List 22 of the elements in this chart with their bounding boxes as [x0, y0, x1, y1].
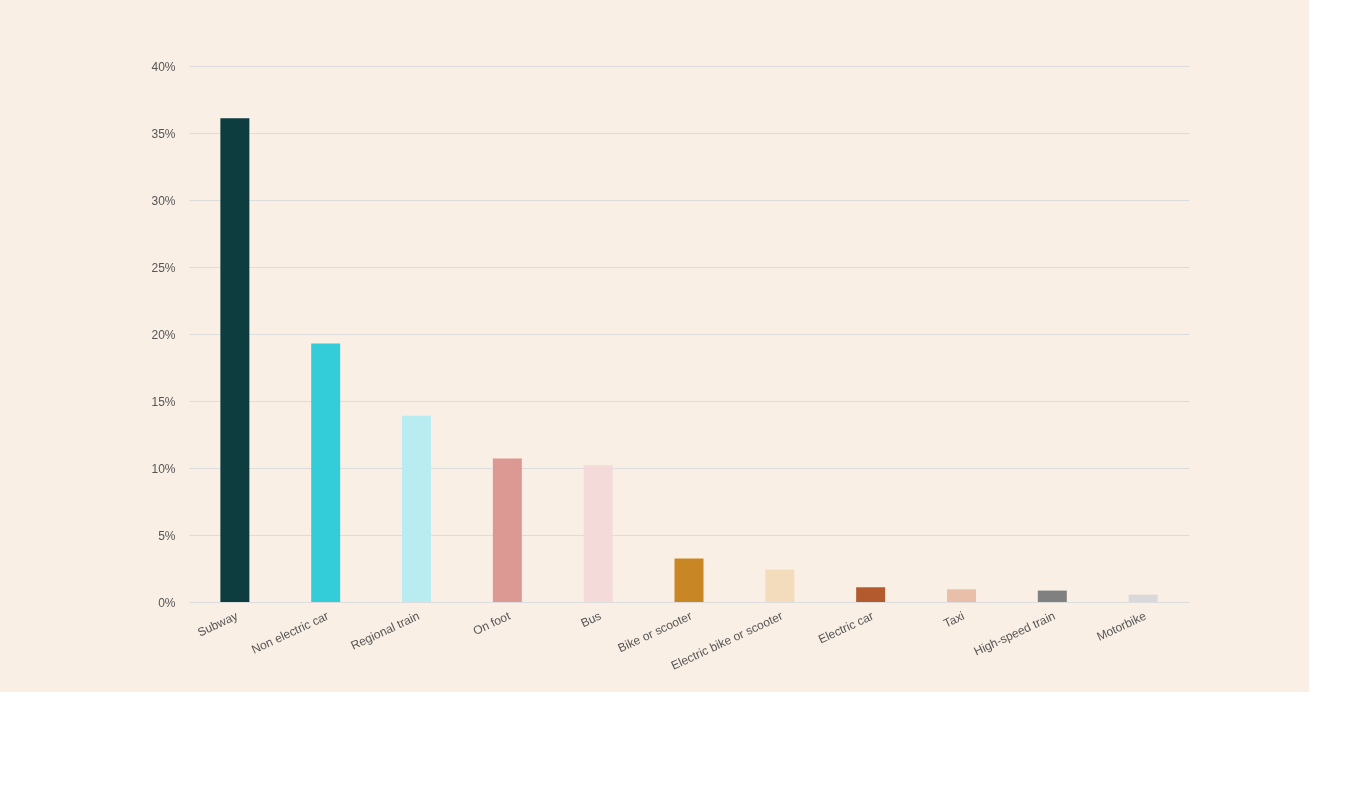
bar: [674, 558, 704, 602]
y-tick-label: 25%: [151, 260, 176, 275]
y-tick-label: 40%: [151, 59, 176, 74]
bar: [220, 118, 250, 602]
bar: [311, 343, 341, 602]
bar: [946, 589, 976, 602]
y-tick-label: 10%: [151, 461, 176, 476]
bar: [492, 458, 522, 602]
bar: [1037, 590, 1067, 602]
y-tick-label: 5%: [158, 528, 176, 543]
bar: [765, 569, 795, 602]
x-tick-label: Bus: [578, 608, 604, 631]
y-tick-label: 0%: [158, 595, 176, 610]
bar: [402, 415, 432, 602]
y-tick-label: 15%: [151, 394, 176, 409]
y-tick-label: 20%: [151, 327, 176, 342]
bar: [583, 465, 613, 602]
x-tick-label: On foot: [470, 608, 514, 639]
y-tick-label: 35%: [151, 126, 176, 141]
y-tick-label: 30%: [151, 193, 176, 208]
bar: [856, 587, 886, 602]
x-tick-label: Taxi: [941, 608, 967, 631]
